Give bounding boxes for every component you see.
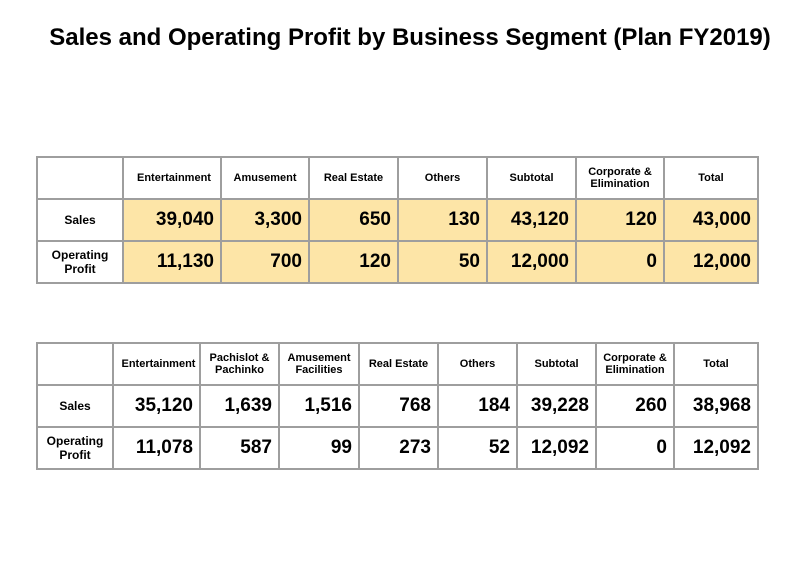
title: Sales and Operating Profit by Business S… — [49, 24, 771, 51]
header-row: Entertainment Amusement Real Estate Others S… — [36, 156, 759, 200]
header-text: Real Estate — [323, 172, 384, 184]
value-cell: 1,516 — [278, 384, 360, 428]
value-cell: 99 — [278, 426, 360, 470]
column-header: Subtotal — [486, 156, 577, 200]
data-row: Sales 35,120 1,639 1,516 768 184 39,228 260 38,9… — [36, 384, 759, 428]
value-cell: 39,228 — [516, 384, 597, 428]
column-header: Total — [663, 156, 759, 200]
header-text: Corporate & Elimination — [588, 166, 652, 190]
column-header: Subtotal — [516, 342, 597, 386]
label-text: Sales — [64, 213, 96, 227]
header-text: Others — [424, 172, 461, 184]
row-label: Operating Profit — [36, 240, 124, 284]
row-label: Operating Profit — [36, 426, 114, 470]
value-cell: 120 — [308, 240, 399, 284]
value-cell: 52 — [437, 426, 518, 470]
header-row: Entertainment Pachislot & Pachinko Amuseme… — [36, 342, 759, 386]
header-text: Subtotal — [509, 172, 554, 184]
column-header: Real Estate — [358, 342, 439, 386]
value-cell: 3,300 — [220, 198, 310, 242]
value-cell: 38,968 — [673, 384, 759, 428]
value-cell: 35,120 — [112, 384, 201, 428]
header-text: Real Estate — [368, 358, 429, 370]
table: Entertainment Pachislot & Pachinko Amuseme… — [36, 342, 759, 470]
label-text: Sales — [59, 399, 91, 413]
corner-cell — [36, 342, 114, 386]
column-header: Total — [673, 342, 759, 386]
value-cell: 650 — [308, 198, 399, 242]
value-cell: 12,000 — [663, 240, 759, 284]
value-cell: 130 — [397, 198, 488, 242]
column-header: Others — [397, 156, 488, 200]
value-cell: 120 — [575, 198, 665, 242]
value-cell: 39,040 — [122, 198, 222, 242]
column-header: Real Estate — [308, 156, 399, 200]
data-row: Sales 39,040 3,300 650 130 43,120 120 43,000 — [36, 198, 759, 242]
value-cell: 12,092 — [516, 426, 597, 470]
value-cell: 0 — [595, 426, 675, 470]
header-text: Total — [703, 358, 729, 370]
header-text: Subtotal — [534, 358, 579, 370]
column-header: Amusement — [220, 156, 310, 200]
column-header: Amusement Facilities — [278, 342, 360, 386]
column-header: Others — [437, 342, 518, 386]
header-text: Entertainment — [121, 358, 196, 370]
header-text: Total — [698, 172, 724, 184]
row-label: Sales — [36, 198, 124, 242]
value-cell: 43,000 — [663, 198, 759, 242]
value-cell: 260 — [595, 384, 675, 428]
value-cell: 273 — [358, 426, 439, 470]
header-text: Amusement — [233, 172, 297, 184]
value-cell: 43,120 — [486, 198, 577, 242]
value-cell: 11,078 — [112, 426, 201, 470]
column-header: Entertainment — [122, 156, 222, 200]
value-cell: 587 — [199, 426, 280, 470]
value-cell: 11,130 — [122, 240, 222, 284]
value-cell: 12,000 — [486, 240, 577, 284]
value-cell: 0 — [575, 240, 665, 284]
header-text: Entertainment — [137, 172, 211, 184]
value-cell: 12,092 — [673, 426, 759, 470]
column-header: Pachislot & Pachinko — [199, 342, 280, 386]
value-cell: 184 — [437, 384, 518, 428]
header-text: Pachislot & Pachinko — [209, 352, 270, 376]
value-cell: 700 — [220, 240, 310, 284]
row-label: Sales — [36, 384, 114, 428]
header-text: Corporate & Elimination — [603, 352, 667, 376]
value-cell: 768 — [358, 384, 439, 428]
label-text: Operating Profit — [46, 434, 104, 462]
data-row: Operating Profit 11,078 587 99 273 52 12,092 0 1… — [36, 426, 759, 470]
corner-cell — [36, 156, 124, 200]
label-text: Operating Profit — [51, 248, 109, 276]
header-text: Amusement Facilities — [287, 352, 351, 376]
table: Entertainment Amusement Real Estate Others S… — [36, 156, 759, 284]
data-row: Operating Profit 11,130 700 120 50 12,000 0 12,… — [36, 240, 759, 284]
column-header: Entertainment — [112, 342, 201, 386]
header-text: Others — [459, 358, 496, 370]
column-header: Corporate & Elimination — [575, 156, 665, 200]
value-cell: 50 — [397, 240, 488, 284]
column-header: Corporate & Elimination — [595, 342, 675, 386]
value-cell: 1,639 — [199, 384, 280, 428]
